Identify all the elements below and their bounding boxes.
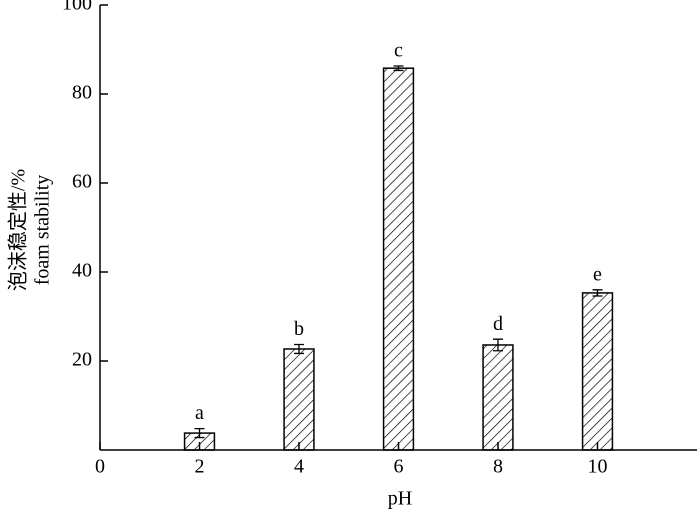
x-tick-label: 4: [294, 456, 304, 478]
error-bar: [294, 343, 304, 355]
x-tick-label: 0: [95, 456, 105, 478]
error-bar: [493, 338, 503, 352]
x-tick-label: 6: [394, 456, 404, 478]
significance-label: e: [593, 263, 602, 285]
bar: [382, 67, 415, 451]
x-axis-label: pH: [388, 488, 412, 510]
y-tick-label: 80: [72, 82, 92, 104]
x-tick-label: 8: [493, 456, 503, 478]
y-axis-label: foam stability: [32, 175, 54, 286]
significance-label: c: [394, 40, 403, 62]
significance-label: a: [195, 402, 204, 424]
y-tick-label: 40: [72, 260, 92, 282]
significance-label: d: [493, 313, 503, 335]
error-bar: [393, 65, 404, 72]
x-tick-label: 10: [588, 456, 608, 478]
bar: [283, 348, 315, 451]
y-axis-label: 泡沫稳定性/%: [7, 169, 30, 291]
y-tick-label: 60: [72, 171, 92, 193]
bar: [482, 344, 514, 451]
y-tick-label: 20: [72, 349, 92, 371]
error-bar: [194, 427, 205, 439]
y-tick-label: 100: [62, 0, 92, 15]
significance-label: b: [294, 318, 304, 340]
x-tick-label: 2: [195, 456, 205, 478]
error-bar: [592, 289, 603, 297]
bar: [581, 292, 614, 451]
